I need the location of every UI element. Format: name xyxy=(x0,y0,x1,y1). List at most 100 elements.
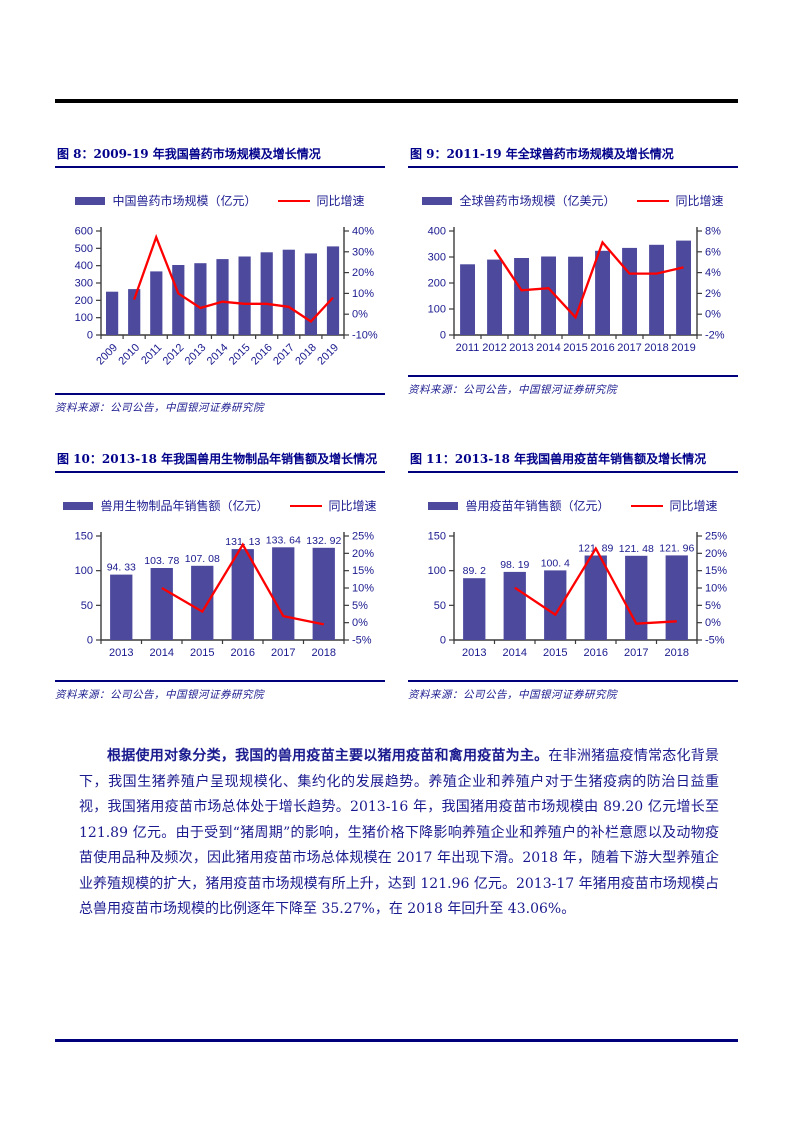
bar-series-label: 全球兽药市场规模（亿美元） xyxy=(459,194,616,208)
svg-text:15%: 15% xyxy=(352,565,374,577)
svg-text:50: 50 xyxy=(434,600,446,612)
figure-9-legend: 全球兽药市场规模（亿美元） 同比增速 xyxy=(408,192,738,209)
svg-text:2019: 2019 xyxy=(671,342,695,354)
figure-9: 图 9：2011-19 年全球兽药市场规模及增长情况 全球兽药市场规模（亿美元）… xyxy=(408,146,738,415)
svg-text:25%: 25% xyxy=(705,531,727,543)
figure-11: 图 11：2013-18 年我国兽用疫苗年销售额及增长情况 兽用疫苗年销售额（亿… xyxy=(408,451,738,702)
figure-8-source-rule xyxy=(55,393,385,395)
svg-text:89. 2: 89. 2 xyxy=(463,565,487,577)
figure-10-title-rule xyxy=(55,471,385,473)
svg-text:2014: 2014 xyxy=(205,342,231,368)
figure-11-title-rule xyxy=(408,471,738,473)
svg-text:15%: 15% xyxy=(705,565,727,577)
svg-text:200: 200 xyxy=(428,278,446,290)
bar-series-label: 兽用疫苗年销售额（亿元） xyxy=(465,499,610,513)
svg-text:131. 13: 131. 13 xyxy=(225,536,260,548)
svg-text:2013: 2013 xyxy=(509,342,533,354)
figure-9-source: 资料来源：公司公告，中国银河证券研究院 xyxy=(408,384,617,396)
svg-text:10%: 10% xyxy=(352,288,374,300)
figure-10-source: 资料来源：公司公告，中国银河证券研究院 xyxy=(55,689,264,701)
bar-series-swatch xyxy=(422,196,453,205)
svg-text:2%: 2% xyxy=(705,288,721,300)
svg-text:2016: 2016 xyxy=(231,647,255,659)
svg-text:2012: 2012 xyxy=(482,342,506,354)
bar-series-swatch xyxy=(75,196,106,205)
svg-text:2017: 2017 xyxy=(271,647,295,659)
svg-text:400: 400 xyxy=(428,226,446,238)
line-series-swatch xyxy=(636,199,669,202)
figure-grid: 图 8：2009-19 年我国兽药市场规模及增长情况 中国兽药市场规模（亿元） … xyxy=(55,146,738,702)
svg-text:600: 600 xyxy=(75,226,93,238)
footer-rule xyxy=(55,1039,738,1042)
figure-8-title: 图 8：2009-19 年我国兽药市场规模及增长情况 xyxy=(57,147,321,161)
svg-text:2014: 2014 xyxy=(536,342,560,354)
svg-text:10%: 10% xyxy=(352,583,374,595)
line-series-label: 同比增速 xyxy=(675,194,724,208)
svg-text:2014: 2014 xyxy=(503,647,527,659)
svg-text:2013: 2013 xyxy=(462,647,486,659)
header-rule xyxy=(55,99,738,103)
svg-text:150: 150 xyxy=(428,531,446,543)
body-paragraph: 根据使用对象分类，我国的兽用疫苗主要以猪用疫苗和禽用疫苗为主。在非洲猪瘟疫情常态… xyxy=(79,744,719,923)
figure-8: 图 8：2009-19 年我国兽药市场规模及增长情况 中国兽药市场规模（亿元） … xyxy=(55,146,385,415)
svg-text:2015: 2015 xyxy=(190,647,214,659)
svg-text:0: 0 xyxy=(440,330,446,342)
svg-text:8%: 8% xyxy=(705,226,721,238)
svg-text:2016: 2016 xyxy=(590,342,614,354)
figure-9-title-rule xyxy=(408,166,738,168)
svg-text:4%: 4% xyxy=(705,267,721,279)
svg-text:300: 300 xyxy=(428,252,446,264)
svg-text:2013: 2013 xyxy=(183,342,209,368)
line-series-swatch xyxy=(277,199,310,202)
svg-text:0%: 0% xyxy=(352,309,368,321)
svg-text:0: 0 xyxy=(87,635,93,647)
svg-text:25%: 25% xyxy=(352,531,374,543)
figure-8-chart: 0 100 200 300 400 500 600 -10% 0% 10% 20% 30% 40% 200… xyxy=(75,226,378,368)
svg-text:20%: 20% xyxy=(352,548,374,560)
line-series-label: 同比增速 xyxy=(669,499,718,513)
svg-text:0%: 0% xyxy=(705,617,721,629)
line-series-swatch xyxy=(630,504,663,507)
svg-text:94. 33: 94. 33 xyxy=(107,562,136,574)
figure-9-source-rule xyxy=(408,375,738,377)
figure-10-legend: 兽用生物制品年销售额（亿元） 同比增速 xyxy=(55,497,385,514)
svg-text:0%: 0% xyxy=(705,309,721,321)
svg-text:10%: 10% xyxy=(705,583,727,595)
svg-text:500: 500 xyxy=(75,243,93,255)
svg-text:2015: 2015 xyxy=(543,647,567,659)
svg-text:2017: 2017 xyxy=(617,342,641,354)
bar-series-label: 中国兽药市场规模（亿元） xyxy=(112,194,257,208)
svg-text:100: 100 xyxy=(428,304,446,316)
svg-text:132. 92: 132. 92 xyxy=(306,535,341,547)
bar-series-swatch xyxy=(428,501,459,510)
svg-text:2010: 2010 xyxy=(116,342,142,368)
svg-text:20%: 20% xyxy=(352,267,374,279)
svg-text:0%: 0% xyxy=(352,617,368,629)
svg-text:400: 400 xyxy=(75,260,93,272)
svg-text:121. 48: 121. 48 xyxy=(619,543,654,555)
figure-11-source-rule xyxy=(408,680,738,682)
svg-text:150: 150 xyxy=(75,531,93,543)
svg-text:2017: 2017 xyxy=(271,342,297,368)
svg-text:2014: 2014 xyxy=(150,647,174,659)
svg-text:2015: 2015 xyxy=(227,342,253,368)
line-series-label: 同比增速 xyxy=(328,499,377,513)
svg-text:2011: 2011 xyxy=(456,342,480,354)
page-content: 图 8：2009-19 年我国兽药市场规模及增长情况 中国兽药市场规模（亿元） … xyxy=(55,146,738,923)
svg-text:2016: 2016 xyxy=(249,342,275,368)
figure-11-source: 资料来源：公司公告，中国银河证券研究院 xyxy=(408,689,617,701)
bar-series-swatch xyxy=(63,501,94,510)
svg-text:100. 4: 100. 4 xyxy=(541,557,570,569)
svg-text:103. 78: 103. 78 xyxy=(144,555,179,567)
figure-8-source: 资料来源：公司公告，中国银河证券研究院 xyxy=(55,402,264,414)
svg-text:100: 100 xyxy=(75,312,93,324)
svg-text:107. 08: 107. 08 xyxy=(185,553,220,565)
paragraph-lead: 根据使用对象分类，我国的兽用疫苗主要以猪用疫苗和禽用疫苗为主。 xyxy=(107,748,549,764)
svg-text:20%: 20% xyxy=(705,548,727,560)
svg-text:-5%: -5% xyxy=(352,635,372,647)
figure-10-title: 图 10：2013-18 年我国兽用生物制品年销售额及增长情况 xyxy=(57,452,378,466)
svg-text:133. 64: 133. 64 xyxy=(266,534,301,546)
line-series-swatch xyxy=(289,504,322,507)
